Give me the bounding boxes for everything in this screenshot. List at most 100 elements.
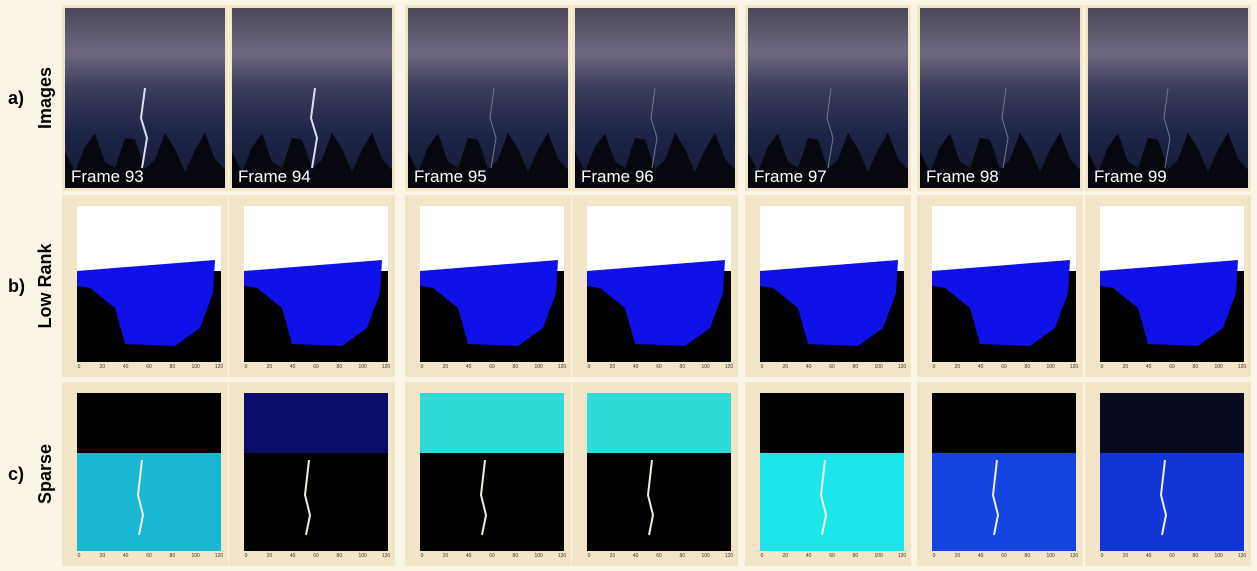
sparse-bottom: [1100, 453, 1244, 551]
axis-tick-label: 80: [337, 364, 343, 370]
axis-tick-label: 0: [78, 364, 81, 370]
lightning: [1163, 87, 1171, 169]
row-label: Images: [35, 67, 55, 129]
axis-tick-label: 20: [610, 364, 616, 370]
axis-tick-label: 60: [1001, 364, 1007, 370]
axis-tick-label: 40: [633, 364, 639, 370]
axis-tick-label: 40: [466, 364, 472, 370]
axis-tick-label: 60: [489, 553, 495, 559]
axis-tick-label: 0: [933, 364, 936, 370]
low-rank-blob: [77, 260, 215, 346]
axis-tick-label: 20: [443, 553, 449, 559]
axis-tick-label: 100: [701, 364, 710, 370]
axis-tick-label: 80: [513, 364, 519, 370]
axis-tick-label: 120: [215, 553, 224, 559]
axis-tick-label: 100: [191, 364, 200, 370]
sparse-top: [1100, 393, 1244, 453]
axis-tick-label: 100: [874, 364, 883, 370]
lightning: [309, 87, 319, 169]
axis-tick-label: 100: [191, 553, 200, 559]
axis-tick-label: 120: [725, 364, 734, 370]
sparse-bottom: [760, 453, 904, 551]
low-rank-sky: [932, 206, 1076, 271]
axis-tick-label: 100: [1214, 364, 1223, 370]
axis-tick-label: 20: [267, 364, 273, 370]
axis-tick-label: 60: [1169, 364, 1175, 370]
axis-tick-label: 0: [78, 553, 81, 559]
sparse-lightning: [303, 459, 312, 536]
trees: [65, 132, 225, 188]
axis-tick-label: 0: [761, 553, 764, 559]
low-rank-blob: [1100, 260, 1238, 346]
low-rank-sky: [1100, 206, 1244, 271]
axis-tick-label: 0: [1101, 553, 1104, 559]
axis-tick-label: 80: [170, 364, 176, 370]
trees: [1088, 132, 1248, 188]
sparse-top: [587, 393, 731, 453]
axis-tick-label: 60: [146, 364, 152, 370]
row-label: Low Rank: [35, 243, 55, 329]
axis-tick-label: 80: [1025, 364, 1031, 370]
axis-tick-label: 80: [1193, 553, 1199, 559]
sparse-top: [420, 393, 564, 453]
axis-tick-label: 0: [588, 553, 591, 559]
axis-tick-label: 120: [1070, 553, 1079, 559]
sparse-top: [244, 393, 388, 453]
trees: [920, 132, 1080, 188]
axis-tick-label: 120: [1070, 364, 1079, 370]
trees: [748, 132, 908, 188]
frame-label: Frame 97: [754, 167, 827, 186]
row-letter: c): [8, 464, 24, 484]
axis-tick-label: 40: [978, 364, 984, 370]
low-rank-sky: [420, 206, 564, 271]
frame-label: Frame 94: [238, 167, 311, 186]
axis-tick-label: 0: [421, 364, 424, 370]
axis-tick-label: 0: [245, 553, 248, 559]
low-rank-sky: [760, 206, 904, 271]
low-rank-sky: [587, 206, 731, 271]
axis-tick-label: 20: [100, 553, 106, 559]
axis-tick-label: 120: [1238, 364, 1247, 370]
axis-tick-label: 60: [656, 553, 662, 559]
axis-tick-label: 20: [267, 553, 273, 559]
axis-tick-label: 20: [443, 364, 449, 370]
axis-tick-label: 100: [1046, 553, 1055, 559]
axis-tick-label: 60: [1001, 553, 1007, 559]
low-rank-blob: [587, 260, 725, 346]
axis-tick-label: 100: [1214, 553, 1223, 559]
axis-tick-label: 60: [489, 364, 495, 370]
low-rank-blob: [932, 260, 1070, 346]
axis-tick-label: 100: [701, 553, 710, 559]
axis-tick-label: 20: [783, 553, 789, 559]
axis-tick-label: 120: [382, 553, 391, 559]
axis-tick-label: 60: [829, 553, 835, 559]
axis-tick-label: 0: [1101, 364, 1104, 370]
lightning: [826, 87, 834, 169]
axis-tick-label: 80: [170, 553, 176, 559]
axis-tick-label: 80: [1025, 553, 1031, 559]
frame-label: Frame 93: [71, 167, 144, 186]
trees: [232, 132, 392, 188]
axis-tick-label: 40: [290, 553, 296, 559]
axis-tick-label: 40: [806, 553, 812, 559]
axis-tick-label: 20: [955, 364, 961, 370]
sparse-lightning: [136, 459, 145, 536]
frame-label: Frame 96: [581, 167, 654, 186]
sparse-lightning: [479, 459, 488, 536]
trees: [575, 132, 735, 188]
row-letter: a): [8, 88, 24, 108]
row-label: Sparse: [35, 444, 55, 504]
sparse-bottom: [587, 453, 731, 551]
axis-tick-label: 0: [761, 364, 764, 370]
sparse-bottom: [77, 453, 221, 551]
axis-tick-label: 40: [633, 553, 639, 559]
axis-tick-label: 120: [1238, 553, 1247, 559]
axis-tick-label: 120: [558, 364, 567, 370]
axis-tick-label: 20: [1123, 553, 1129, 559]
low-rank-sky: [244, 206, 388, 271]
axis-tick-label: 60: [829, 364, 835, 370]
axis-tick-label: 20: [1123, 364, 1129, 370]
lightning: [489, 87, 497, 169]
sparse-bottom: [932, 453, 1076, 551]
axis-tick-label: 80: [337, 553, 343, 559]
